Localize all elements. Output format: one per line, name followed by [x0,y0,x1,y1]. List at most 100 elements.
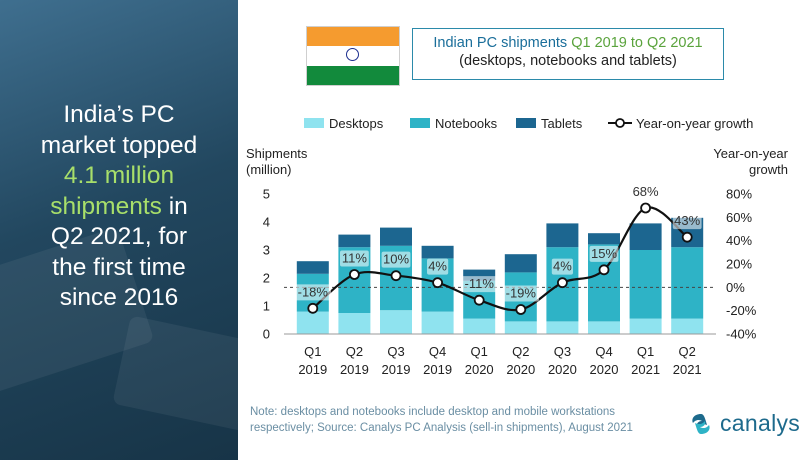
headline-line-7: since 2016 [59,284,179,311]
growth-point-q4-2019 [432,277,444,289]
legend-swatch-desktops [304,118,324,128]
bar-notebooks-q2-2021 [671,247,704,319]
growth-data-label: -11% [465,276,495,291]
source-note-line-1: Note: desktops and notebooks include des… [250,406,616,418]
bar-desktops-q4-2019 [421,311,454,334]
growth-label-background [672,213,702,230]
india-flag-icon [306,26,400,86]
canalys-logo-text: canalys [720,410,801,436]
y-axis-right-title: Year-on-year [713,146,788,161]
growth-data-label: 68% [633,184,659,199]
growth-label-background [427,258,449,275]
flag-white-stripe [307,46,399,66]
bar-tablets-q1-2019 [296,261,329,274]
x-tick-label-quarter: Q3 [554,344,571,359]
x-tick-label-year: 2020 [465,362,494,377]
headline-line-6: the first time [52,253,186,281]
x-tick-label-year: 2020 [506,362,535,377]
source-note-line-2: respectively; Source: Canalys PC Analysi… [250,422,633,434]
growth-data-label: 43% [674,213,700,228]
chart-title-box: Indian PC shipments Q1 2019 to Q2 2021 (… [412,28,724,80]
x-tick-label-year: 2019 [298,362,327,377]
growth-point-q3-2019 [390,270,402,282]
headline-line-5: Q2 2021, for [50,223,188,250]
headline-line-4: shipments in [12,192,226,223]
growth-label-background [340,250,369,267]
legend-label-growth: Year-on-year growth [636,116,753,131]
y-right-tick-label: -40% [726,327,757,342]
background-keyboard-shape [112,315,238,435]
growth-label-background [502,285,539,302]
chart-title-period: Q1 2019 to Q2 2021 [571,35,703,51]
growth-data-label: -19% [506,286,537,301]
bar-desktops-q3-2019 [380,310,412,334]
chart-title: Indian PC shipments Q1 2019 to Q2 2021 [413,35,723,51]
y-left-tick-label: 4 [263,215,270,230]
headline: India’s PC market topped 4.1 million shi… [12,100,226,314]
x-tick-label-quarter: Q3 [387,344,404,359]
legend-label-tablets: Tablets [541,116,583,131]
canalys-logo: canalys [688,410,800,437]
x-tick-label-quarter: Q4 [429,344,446,359]
x-tick-label-quarter: Q2 [346,344,363,359]
legend-growth-marker [615,118,625,128]
bar-desktops-q1-2021 [629,318,662,334]
canalys-swirl-icon [692,413,710,434]
growth-point-q3-2020 [556,277,568,289]
x-tick-label-quarter: Q1 [304,344,321,359]
legend-swatch-notebooks [410,118,430,128]
headline-highlight-1: 4.1 million [63,162,175,189]
y-left-tick-label: 1 [263,299,270,314]
bar-tablets-q1-2020 [463,269,496,281]
growth-data-label: 10% [383,252,409,267]
x-tick-label-quarter: Q1 [471,344,488,359]
growth-point-q2-2019 [349,269,360,280]
growth-label-background [589,245,619,262]
y-left-tick-label: 3 [263,243,270,258]
x-tick-label-year: 2019 [382,362,411,377]
bar-desktops-q2-2019 [338,313,371,334]
chart-subtitle: (desktops, notebooks and tablets) [459,53,677,69]
y-left-tick-label: 2 [263,271,270,286]
bar-tablets-q3-2020 [546,223,579,248]
bar-notebooks-q1-2021 [629,250,662,319]
x-tick-label-quarter: Q2 [679,344,696,359]
y-right-tick-label: 80% [726,187,752,202]
x-tick-label-year: 2021 [631,362,660,377]
bar-desktops-q2-2020 [504,321,537,334]
headline-line-1: India’s PC [63,101,175,128]
growth-point-q1-2019 [307,302,319,314]
bar-desktops-q1-2019 [296,311,329,334]
growth-label-background [294,284,331,301]
y-left-tick-label: 0 [263,327,270,342]
x-tick-label-quarter: Q1 [637,344,654,359]
legend-swatch-tablets [516,118,536,128]
growth-point-q4-2020 [598,264,610,276]
growth-point-q2-2021 [681,231,693,243]
growth-data-label: 4% [428,259,447,274]
source-note: Note: desktops and notebooks include des… [250,404,670,436]
bar-desktops-q4-2020 [588,321,620,334]
flag-green-stripe [307,65,399,85]
x-tick-label-year: 2020 [548,362,577,377]
x-tick-label-year: 2019 [340,362,369,377]
shipments-chart: Desktops Notebooks Tablets Year-on-year gro… [246,116,789,377]
growth-data-label: -18% [298,284,329,299]
bar-tablets-q4-2019 [421,245,454,259]
growth-label-background [461,276,498,293]
headline-line-2: market topped [40,131,198,159]
y-right-tick-label: 60% [726,210,752,225]
x-tick-label-quarter: Q4 [595,344,612,359]
y-axis-left-title: Shipments [246,146,308,161]
y-axis-left-title: (million) [246,162,292,177]
y-axis-right-title: growth [749,162,788,177]
headline-after-highlight: in [161,192,188,220]
bar-tablets-q4-2020 [588,233,620,245]
growth-data-label: 4% [553,259,572,274]
growth-label-background [551,258,573,275]
headline-highlight-2: shipments [50,192,162,220]
bar-desktops-q2-2021 [671,318,704,334]
y-right-tick-label: 0% [726,280,745,295]
bar-desktops-q3-2020 [546,321,579,334]
x-tick-label-year: 2019 [423,362,452,377]
